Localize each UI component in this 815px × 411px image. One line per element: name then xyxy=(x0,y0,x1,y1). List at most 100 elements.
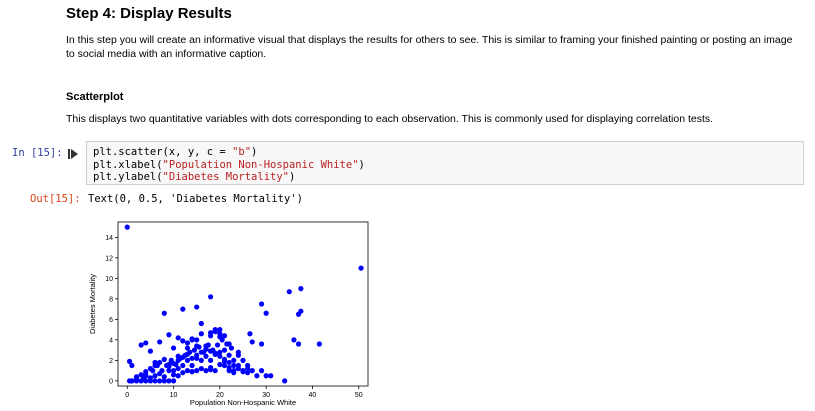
scatter-point xyxy=(245,365,251,372)
scatter-point xyxy=(282,378,288,384)
scatter-point xyxy=(207,357,214,363)
scatter-point xyxy=(180,338,186,344)
scatter-point xyxy=(175,335,181,341)
scatter-point xyxy=(298,286,304,292)
scatter-point xyxy=(184,345,191,351)
scatter-point xyxy=(191,347,197,353)
scatter-point xyxy=(175,373,181,379)
scatter-point xyxy=(203,346,209,352)
scatter-point xyxy=(217,331,223,337)
scatter-point xyxy=(198,331,204,337)
scatter-point xyxy=(286,289,292,295)
scatter-point xyxy=(175,365,181,372)
scatter-point xyxy=(189,355,195,361)
y-tick-label: 6 xyxy=(109,317,113,324)
scatter-point xyxy=(247,331,253,337)
scatter-point xyxy=(226,364,232,371)
scatter-point xyxy=(231,362,237,369)
scatter-point xyxy=(147,348,154,354)
scatter-point xyxy=(194,352,200,358)
scatter-point xyxy=(166,332,172,338)
scatter-point xyxy=(129,378,135,384)
scatter-point xyxy=(175,353,181,359)
scatter-point xyxy=(166,378,172,384)
scatter-point xyxy=(147,365,154,372)
scatter-point xyxy=(161,356,167,362)
scatter-point xyxy=(161,310,167,316)
scatter-point xyxy=(138,342,144,348)
scatter-point xyxy=(226,359,232,366)
scatter-point xyxy=(221,358,228,364)
scatter-point xyxy=(143,372,149,378)
scatter-point xyxy=(245,370,251,376)
scatter-point xyxy=(316,341,322,347)
y-axis-label: Diabetes Mortality xyxy=(88,274,97,334)
scatter-point xyxy=(235,365,241,372)
x-tick-label: 20 xyxy=(216,392,224,399)
scatter-point xyxy=(240,369,246,375)
scatter-point xyxy=(157,378,163,384)
scatter-point xyxy=(291,337,297,343)
step-heading: Step 4: Display Results xyxy=(66,5,232,22)
scatter-point xyxy=(143,340,149,346)
scatter-point xyxy=(157,339,163,345)
scatter-point xyxy=(231,370,237,376)
scatter-point xyxy=(207,348,214,354)
scatter-point xyxy=(258,368,265,374)
scatter-point xyxy=(254,373,260,379)
scatter-point xyxy=(221,362,228,369)
scatter-point xyxy=(189,362,195,369)
scatter-point xyxy=(207,294,214,300)
scatter-point xyxy=(161,374,167,380)
scatter-point xyxy=(298,308,304,314)
code-line: plt.xlabel("Population Non-Hospanic Whit… xyxy=(93,158,365,171)
scatter-point xyxy=(143,378,149,384)
scatter-point xyxy=(212,329,218,335)
y-tick-label: 14 xyxy=(105,235,113,242)
scatterplot-description: This displays two quantitative variables… xyxy=(66,113,714,125)
scatter-point xyxy=(249,339,255,345)
x-axis-label: Population Non-Hospanic White xyxy=(190,398,296,407)
code-line: plt.scatter(x, y, c = "b") xyxy=(93,146,258,158)
scatter-point xyxy=(207,367,214,373)
x-tick-label: 40 xyxy=(309,392,317,399)
scatter-point xyxy=(166,368,172,374)
x-tick-label: 50 xyxy=(355,392,363,399)
scatter-point xyxy=(263,373,269,379)
run-arrow-icon[interactable] xyxy=(67,148,79,160)
scatter-point xyxy=(138,372,144,378)
scatter-point xyxy=(152,359,158,366)
scatter-point xyxy=(258,341,265,347)
x-tick-label: 0 xyxy=(125,392,129,399)
scatter-point xyxy=(240,357,246,363)
scatter-point xyxy=(214,342,221,348)
scatter-point xyxy=(203,353,209,359)
scatter-point xyxy=(358,265,364,271)
scatter-point xyxy=(170,345,177,351)
scatter-point xyxy=(184,368,191,374)
scatter-plot: 0 10 20 30 40 50 0 2 4 6 8 10 12 14 Population Non-Ho… xyxy=(88,221,369,407)
scatter-point xyxy=(189,337,195,343)
scatter-point xyxy=(133,374,140,380)
scatter-point xyxy=(226,341,232,347)
scatter-point xyxy=(194,337,200,343)
output-text: Text(0, 0.5, 'Diabetes Mortality') xyxy=(88,193,303,205)
scatter-point xyxy=(170,368,177,374)
scatter-point xyxy=(124,224,130,230)
scatter-point xyxy=(217,361,223,368)
x-tick-label: 10 xyxy=(170,392,178,399)
scatter-point xyxy=(263,310,269,316)
scatter-point xyxy=(194,368,200,374)
scatter-point xyxy=(152,373,158,379)
scatter-point xyxy=(126,358,133,364)
scatter-point xyxy=(295,341,302,347)
y-tick-label: 10 xyxy=(105,276,113,283)
scatter-point xyxy=(170,372,177,378)
code-cell-input[interactable]: plt.scatter(x, y, c = "b") plt.xlabel("Po… xyxy=(86,141,804,185)
scatter-point xyxy=(226,352,232,358)
scatter-point xyxy=(159,368,165,374)
scatter-point xyxy=(157,359,163,366)
scatter-point xyxy=(228,345,235,351)
scatter-point xyxy=(249,368,255,374)
y-tick-label: 2 xyxy=(109,358,113,365)
